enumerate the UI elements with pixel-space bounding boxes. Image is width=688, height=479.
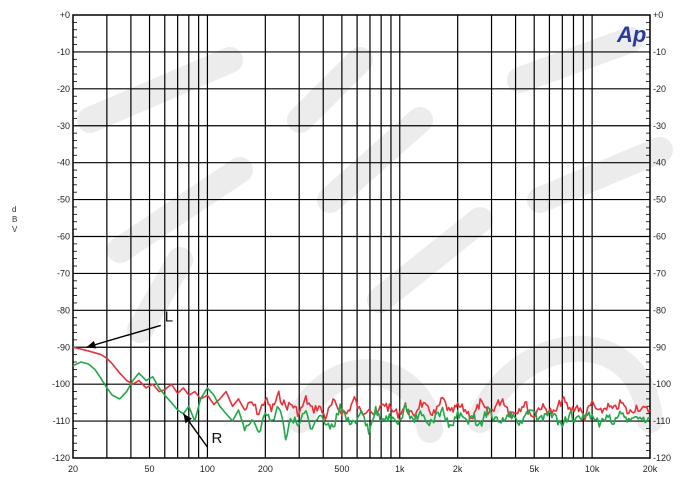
y-tick-label-right: -110 [653,416,670,426]
y-tick-label-left: -60 [57,232,70,242]
series-layer [72,346,651,441]
y-tick-label-right: -90 [653,342,666,352]
annotations-layer: LR [86,308,223,448]
y-tick-label-right: -30 [653,121,666,131]
y-tick-label-left: -30 [57,121,70,131]
annotation-arrowhead [183,413,192,424]
annotation-arrow [86,324,161,348]
x-tick-label: 5k [529,464,539,474]
series-line-1 [72,361,651,441]
y-tick-label-right: +0 [653,10,663,20]
y-tick-label-left: -50 [57,195,70,205]
annotation-label: R [212,430,223,447]
y-tick-label-right: -70 [653,268,666,278]
x-tick-label: 200 [258,464,273,474]
y-tick-label-left: -110 [53,416,70,426]
y-tick-label-left: -10 [57,47,70,57]
y-tick-label-left: -120 [52,453,70,463]
x-tick-label: 20k [643,464,658,474]
y-tick-label-left: -70 [57,268,70,278]
y-tick-label-right: -20 [653,84,666,94]
y-tick-label-right: -100 [653,379,671,389]
y-tick-label-right: -60 [653,232,666,242]
x-tick-label: 500 [334,464,349,474]
y-tick-label-left: -40 [57,158,70,168]
x-tick-label: 2k [453,464,463,474]
y-axis-ticks-left: +0 -10 -20 -30 -40 -50 -60 -70 -80 -90 -100 -110 -12… [52,10,70,463]
x-tick-label: 20 [68,464,78,474]
y-tick-label-left: -90 [57,342,70,352]
annotation-arrowhead [86,340,97,349]
x-tick-label: 1k [395,464,405,474]
ap-logo: Ap [616,22,646,47]
y-tick-label-right: -80 [653,305,666,315]
x-tick-label: 50 [145,464,155,474]
y-tick-label-right: -50 [653,195,666,205]
plot-frame [72,14,651,459]
watermark [77,27,673,443]
plot-grid [73,15,650,458]
y-tick-label-right: -120 [653,453,671,463]
series-line-0 [72,346,651,422]
annotation-label: L [165,308,173,325]
y-tick-label-left: -20 [57,84,70,94]
x-axis-ticks: 20 50 100 200 500 1k 2k 5k 10k 20k [68,464,658,474]
x-tick-label: 10k [585,464,600,474]
y-tick-label-left: +0 [60,10,70,20]
y-tick-label-left: -80 [57,305,70,315]
y-axis-ticks-right: +0 -10 -20 -30 -40 -50 -60 -70 -80 -90 -100 -110 -12… [653,10,671,463]
y-tick-label-left: -100 [52,379,70,389]
x-tick-label: 100 [200,464,215,474]
y-tick-label-right: -10 [653,47,666,57]
y-tick-label-right: -40 [653,158,666,168]
